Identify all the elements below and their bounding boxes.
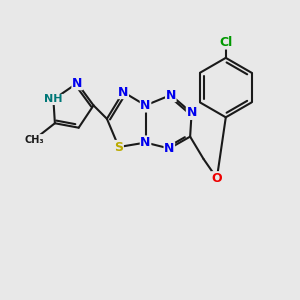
Text: CH₃: CH₃ [24, 135, 44, 145]
Text: O: O [212, 172, 222, 185]
Text: NH: NH [44, 94, 63, 104]
Text: S: S [114, 140, 123, 154]
Text: N: N [140, 136, 151, 149]
Text: Cl: Cl [219, 36, 232, 49]
Text: N: N [164, 142, 175, 155]
Text: N: N [186, 106, 197, 119]
Text: N: N [140, 99, 151, 112]
Text: N: N [118, 85, 128, 98]
Text: N: N [72, 76, 83, 90]
Text: N: N [166, 88, 176, 101]
